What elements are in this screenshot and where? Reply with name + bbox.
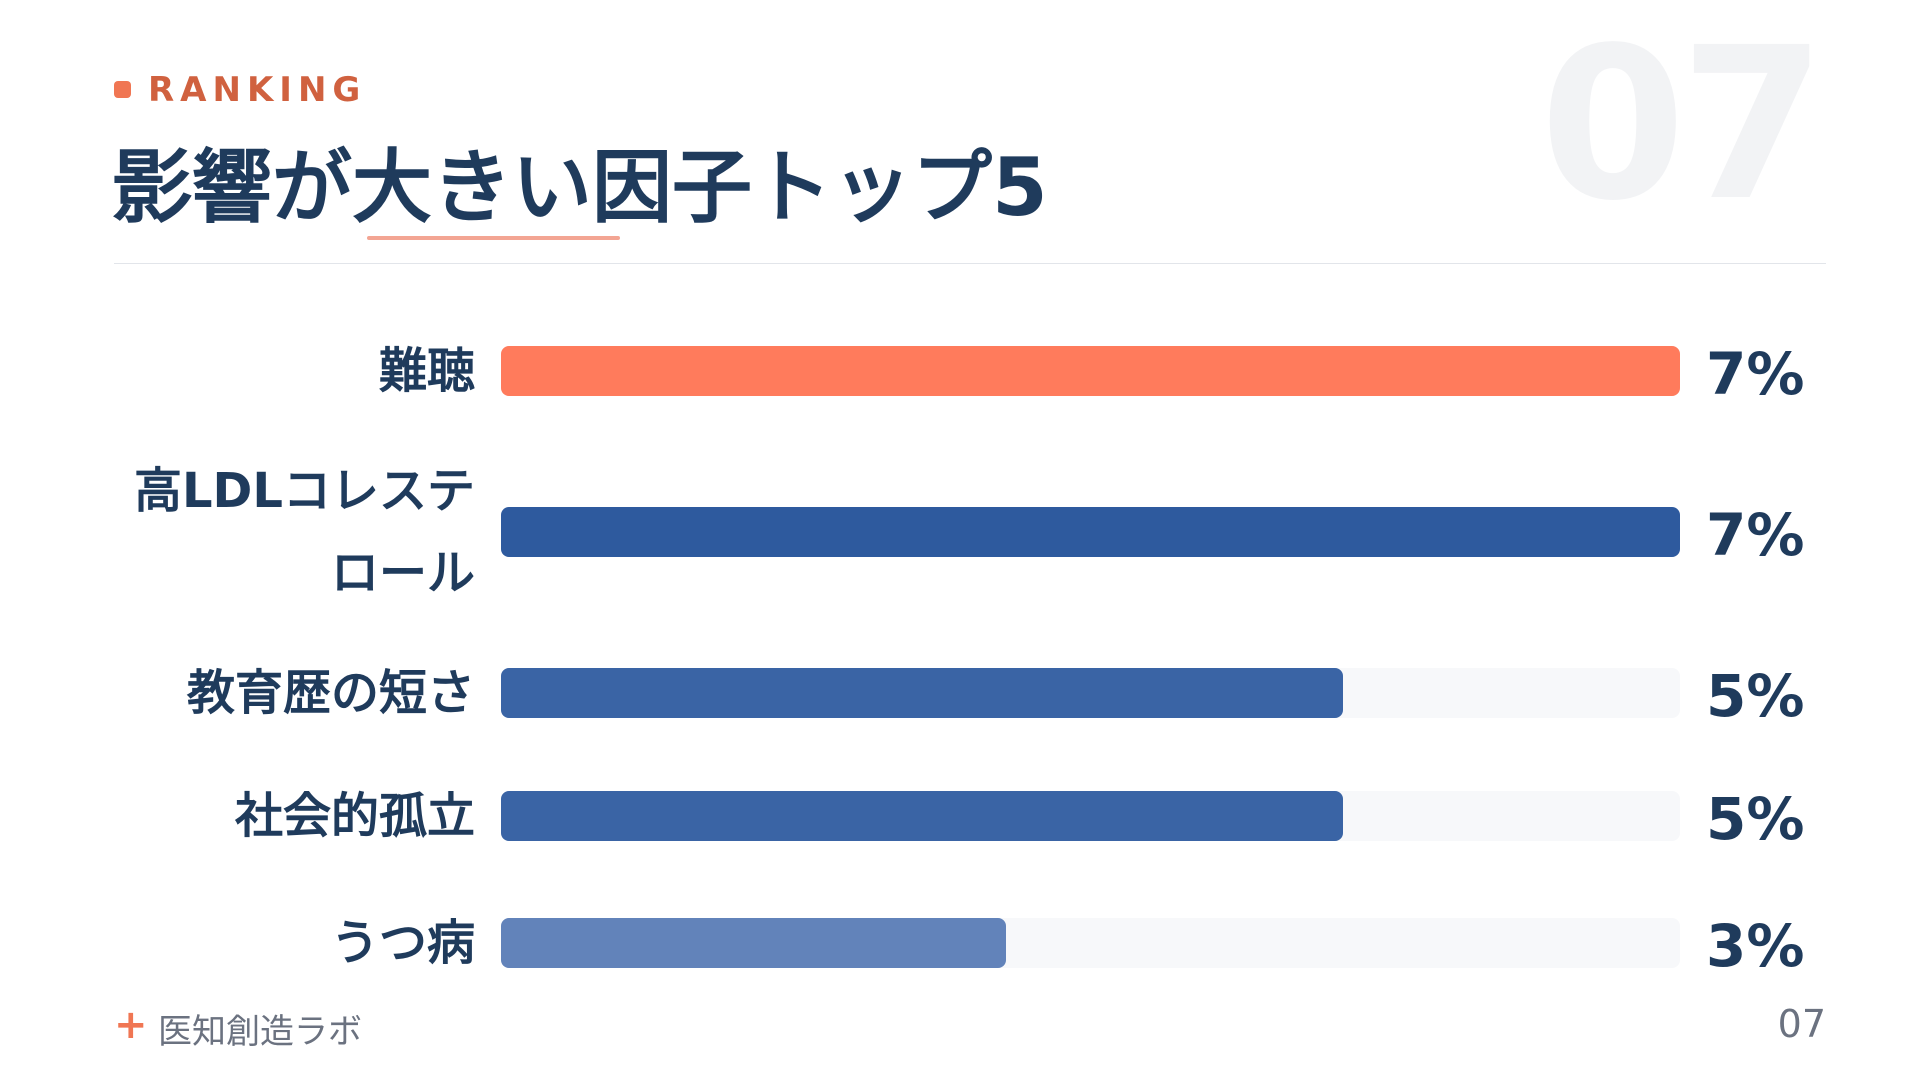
category-label: 高LDLコレステロール <box>133 463 475 601</box>
bar <box>501 918 1007 968</box>
footer-mark: + <box>114 1002 148 1048</box>
value-label: 7% <box>1706 340 1805 408</box>
value-label: 3% <box>1706 912 1805 980</box>
title-underline <box>367 236 620 240</box>
value-label: 5% <box>1706 662 1805 730</box>
bar <box>501 507 1680 557</box>
page-number: 07 <box>1777 1002 1826 1046</box>
category-label: 難聴 <box>378 343 475 399</box>
category-label: 教育歴の短さ <box>186 665 475 721</box>
chart-title: 影響が大きい因子トップ5 <box>112 141 1048 234</box>
category-label: うつ病 <box>330 915 475 971</box>
divider <box>114 263 1826 264</box>
value-label: 5% <box>1706 785 1805 853</box>
eyebrow-dot <box>114 81 131 98</box>
bar <box>501 668 1344 718</box>
bar <box>501 791 1344 841</box>
eyebrow: RANKING <box>148 70 367 110</box>
footer-brand: 医知創造ラボ <box>158 1012 362 1052</box>
watermark: 07 <box>1539 2 1826 247</box>
category-label: 社会的孤立 <box>234 788 475 844</box>
value-label: 7% <box>1706 501 1805 569</box>
bar <box>501 346 1680 396</box>
